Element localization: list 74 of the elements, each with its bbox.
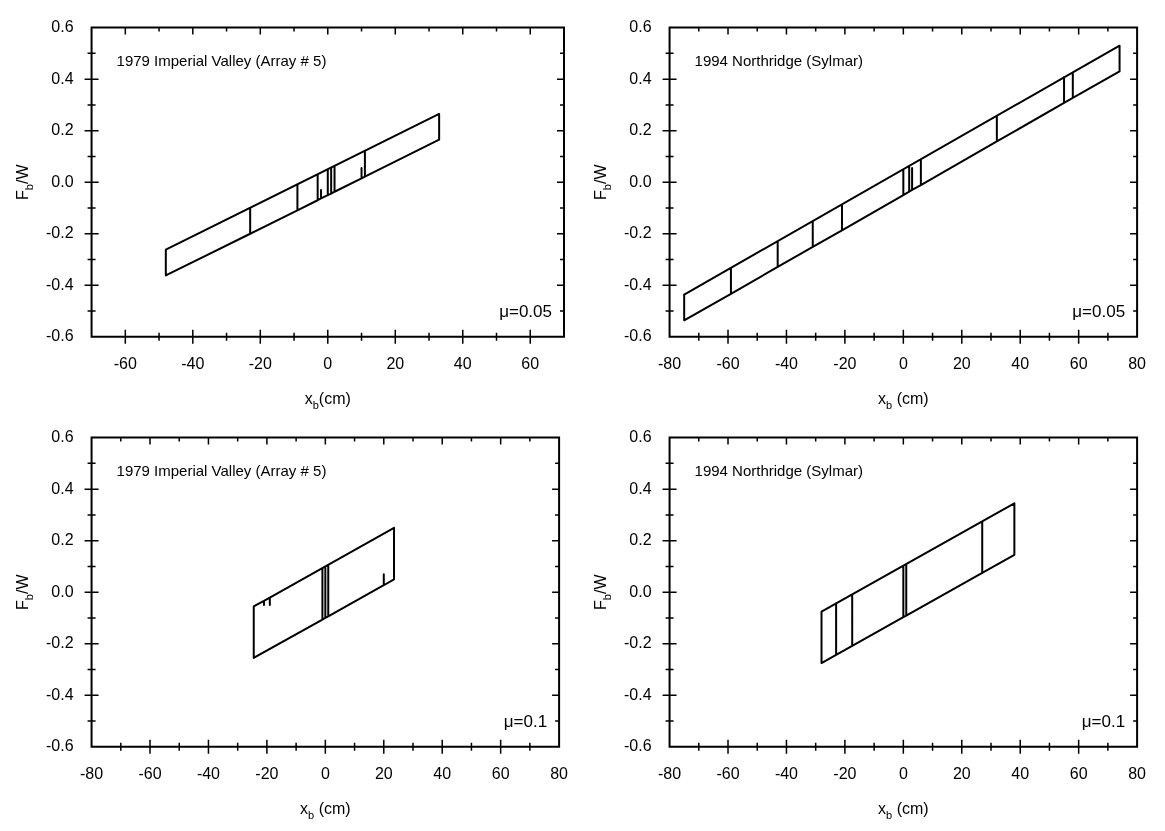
annotation: 1994 Northridge (Sylmar)	[694, 461, 863, 479]
y-tick-label: 0.2	[629, 531, 652, 549]
y-tick-label: -0.2	[45, 224, 74, 242]
y-tick-label: -0.6	[45, 737, 74, 755]
y-tick-label: 0.6	[51, 18, 74, 36]
y-tick-label: 0.0	[629, 172, 652, 190]
y-tick-label: -0.4	[45, 275, 74, 293]
y-axis-title: Fb/W	[14, 163, 35, 200]
x-tick-label: 20	[952, 354, 971, 372]
y-tick-label: 0.4	[629, 479, 652, 497]
x-tick-label: 0	[898, 764, 908, 782]
x-tick-label: 60	[521, 354, 540, 372]
x-tick-label: 80	[1128, 354, 1147, 372]
x-tick-label: 0	[898, 354, 908, 372]
x-tick-label: 40	[433, 764, 452, 782]
y-axis-title: Fb/W	[14, 573, 35, 610]
x-tick-label: 60	[491, 764, 510, 782]
y-tick-label: 0.0	[629, 582, 652, 600]
y-axis-title: Fb/W	[592, 163, 613, 200]
y-tick-label: 0.2	[51, 121, 74, 139]
x-tick-label: -80	[658, 764, 682, 782]
annotation: μ=0.05	[1072, 301, 1126, 321]
x-tick-label: -40	[774, 764, 799, 782]
x-tick-label: 20	[386, 354, 405, 372]
y-tick-label: -0.2	[623, 634, 652, 652]
x-tick-label: -80	[80, 764, 104, 782]
y-tick-label: -0.4	[623, 275, 652, 293]
y-tick-label: -0.6	[623, 327, 652, 345]
x-tick-label: -60	[138, 764, 162, 782]
annotation: μ=0.1	[503, 711, 548, 731]
x-tick-label: -40	[774, 354, 799, 372]
x-tick-label: -20	[248, 354, 272, 372]
x-tick-label: -20	[833, 354, 857, 372]
y-tick-label: 0.6	[629, 18, 652, 36]
y-tick-label: 0.4	[51, 69, 74, 87]
x-tick-label: 20	[374, 764, 393, 782]
y-tick-label: 0.6	[629, 428, 652, 446]
annotation: μ=0.1	[1081, 711, 1126, 731]
x-tick-label: -60	[716, 354, 740, 372]
y-tick-label: 0.2	[629, 121, 652, 139]
x-tick-label: 60	[1069, 764, 1088, 782]
x-tick-label: 80	[1128, 764, 1147, 782]
x-tick-label: 60	[1069, 354, 1088, 372]
y-tick-label: 0.0	[51, 172, 74, 190]
x-tick-label: 20	[952, 764, 971, 782]
y-tick-label: -0.6	[45, 327, 74, 345]
x-tick-label: -20	[255, 764, 279, 782]
x-tick-label: 80	[550, 764, 569, 782]
x-tick-label: 0	[323, 354, 333, 372]
x-tick-label: -20	[833, 764, 857, 782]
y-tick-label: 0.4	[629, 69, 652, 87]
y-tick-label: 0.6	[51, 428, 74, 446]
x-tick-label: -40	[196, 764, 221, 782]
y-tick-label: 0.4	[51, 479, 74, 497]
x-tick-label: 0	[320, 764, 330, 782]
x-tick-label: -60	[113, 354, 137, 372]
annotation: 1979 Imperial Valley (Array # 5)	[116, 51, 327, 69]
annotation: μ=0.05	[499, 301, 552, 321]
y-tick-label: -0.4	[623, 685, 652, 703]
y-tick-label: -0.2	[45, 634, 74, 652]
annotation: 1994 Northridge (Sylmar)	[694, 51, 863, 69]
y-tick-label: -0.4	[45, 685, 74, 703]
x-tick-label: -40	[181, 354, 205, 372]
y-axis-title: Fb/W	[592, 573, 613, 610]
x-tick-label: 40	[1011, 354, 1030, 372]
annotation: 1979 Imperial Valley (Array # 5)	[116, 461, 327, 479]
y-tick-label: 0.0	[51, 582, 74, 600]
x-tick-label: -80	[658, 354, 682, 372]
y-tick-label: 0.2	[51, 531, 74, 549]
x-tick-label: 40	[1011, 764, 1030, 782]
y-tick-label: -0.2	[623, 224, 652, 242]
x-tick-label: -60	[716, 764, 740, 782]
y-tick-label: -0.6	[623, 737, 652, 755]
x-tick-label: 40	[453, 354, 472, 372]
